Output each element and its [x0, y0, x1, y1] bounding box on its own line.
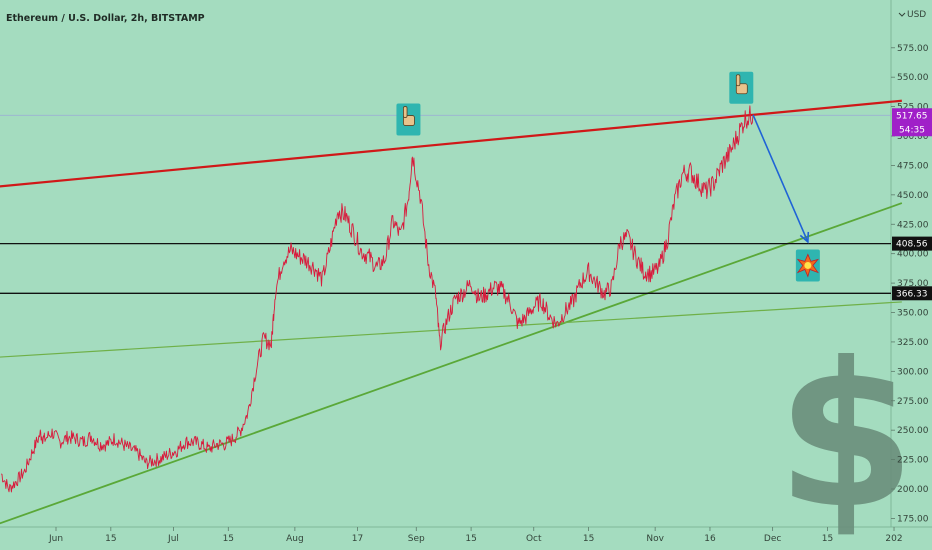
x-tick-label: 16 — [704, 534, 716, 544]
x-tick-label: 17 — [352, 534, 363, 544]
chevron-down-icon[interactable] — [898, 12, 906, 17]
projection-arrow-line[interactable] — [752, 114, 809, 243]
level-badge-408.56 — [892, 236, 932, 251]
x-tick-label: 202 — [885, 534, 902, 544]
y-tick-label: 300.00 — [897, 367, 929, 377]
y-tick-label: 525.00 — [897, 103, 929, 113]
y-tick-label: 500.00 — [897, 132, 929, 142]
currency-label: USD — [907, 10, 926, 20]
y-tick-label: 550.00 — [897, 73, 929, 83]
y-tick-label: 350.00 — [897, 309, 929, 319]
x-tick-label: Jun — [48, 534, 63, 544]
y-tick-label: 375.00 — [897, 279, 929, 289]
support_slow-trendline[interactable] — [0, 301, 902, 358]
x-tick-label: Dec — [764, 534, 781, 544]
x-tick-label: Oct — [526, 534, 542, 544]
y-tick-label: 425.00 — [897, 220, 929, 230]
countdown-text: 54:35 — [899, 125, 925, 135]
x-tick-label: Aug — [286, 534, 304, 544]
x-tick-label: 15 — [822, 534, 833, 544]
level-badge-366.33 — [892, 286, 932, 301]
x-tick-label: Nov — [646, 534, 664, 544]
pointing-down-icon-hand — [403, 115, 415, 126]
y-tick-label: 250.00 — [897, 426, 929, 436]
y-tick-label: 450.00 — [897, 191, 929, 201]
x-tick-label: Jul — [167, 534, 179, 544]
projection-arrow-head — [799, 231, 810, 244]
x-tick-label: 15 — [465, 534, 476, 544]
y-tick-label: 175.00 — [897, 514, 929, 524]
y-tick-label: 225.00 — [897, 456, 929, 466]
x-tick-label: 15 — [583, 534, 594, 544]
pointing-down-icon-hand — [735, 83, 748, 95]
x-tick-label: Sep — [408, 534, 425, 544]
price-series-line[interactable] — [0, 105, 754, 493]
current-price-badge — [892, 108, 932, 137]
x-tick-label: 15 — [105, 534, 116, 544]
level-badge-text: 408.56 — [896, 240, 928, 250]
chart-title: Ethereum / U.S. Dollar, 2h, BITSTAMP — [6, 13, 205, 24]
y-tick-label: 475.00 — [897, 161, 929, 171]
y-tick-label: 400.00 — [897, 250, 929, 260]
level-badge-text: 366.33 — [896, 289, 928, 299]
y-tick-label: 200.00 — [897, 485, 929, 495]
y-tick-label: 275.00 — [897, 397, 929, 407]
current-price-text: 517.65 — [896, 111, 928, 121]
y-tick-label: 575.00 — [897, 44, 929, 54]
pointing-down-icon-finger — [403, 106, 408, 118]
support-trendline[interactable] — [0, 202, 903, 525]
explosion-icon-core — [804, 261, 812, 269]
pointing-down-icon-finger — [735, 74, 741, 87]
y-tick-label: 325.00 — [897, 338, 929, 348]
dollar-sign-icon: $ — [776, 320, 915, 550]
x-tick-label: 15 — [223, 534, 234, 544]
resistance-trendline[interactable] — [0, 99, 902, 188]
